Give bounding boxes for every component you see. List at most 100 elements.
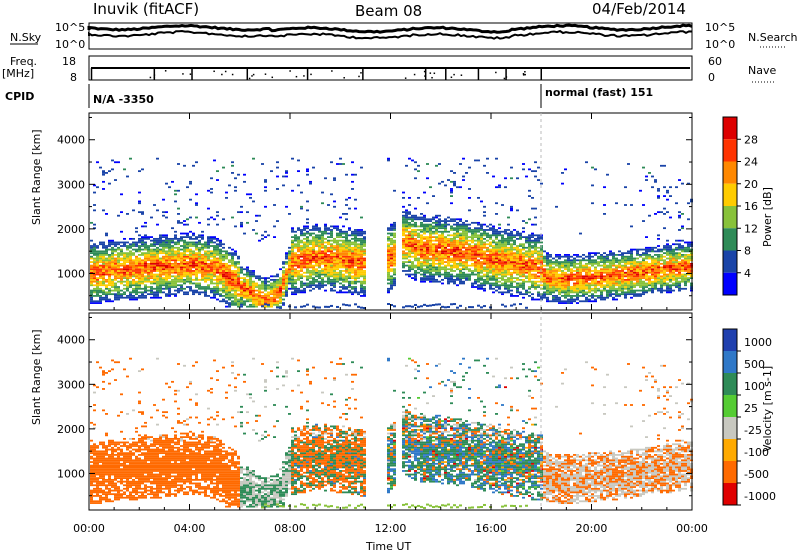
power-cell bbox=[195, 261, 198, 263]
power-cell bbox=[198, 286, 201, 288]
power-cell bbox=[117, 293, 120, 295]
power-cell bbox=[441, 283, 444, 285]
power-cell bbox=[558, 288, 561, 290]
power-cell bbox=[423, 261, 426, 263]
power-cell bbox=[249, 277, 252, 279]
power-cell bbox=[129, 267, 132, 269]
power-cell bbox=[228, 252, 231, 254]
power-cell bbox=[177, 249, 180, 251]
power-cell bbox=[201, 256, 204, 258]
power-cell bbox=[228, 261, 231, 263]
power-cell bbox=[336, 277, 339, 279]
power-cell bbox=[558, 299, 561, 301]
power-cell bbox=[357, 263, 360, 265]
power-cell bbox=[414, 245, 417, 247]
power-cell bbox=[111, 261, 114, 263]
power-cell bbox=[525, 247, 528, 249]
power-cell bbox=[426, 227, 429, 229]
power-cell bbox=[333, 268, 336, 270]
power-cell bbox=[138, 211, 141, 213]
power-cell bbox=[141, 245, 144, 247]
power-cell bbox=[534, 238, 537, 240]
power-cell bbox=[363, 252, 366, 254]
power-cell bbox=[156, 283, 159, 285]
power-cell bbox=[510, 234, 513, 236]
power-cell bbox=[108, 245, 111, 247]
power-cell bbox=[534, 224, 537, 226]
power-cell bbox=[168, 295, 171, 297]
power-cell bbox=[228, 268, 231, 270]
power-cell bbox=[159, 240, 162, 242]
power-cell bbox=[423, 258, 426, 260]
power-cell bbox=[429, 265, 432, 267]
power-cell bbox=[171, 259, 174, 261]
power-cell bbox=[264, 283, 267, 285]
power-cell bbox=[480, 267, 483, 269]
power-cell bbox=[561, 281, 564, 283]
power-cell bbox=[450, 192, 453, 194]
power-cell bbox=[522, 297, 525, 299]
power-cell bbox=[159, 263, 162, 265]
power-cell bbox=[582, 258, 585, 260]
power-cell bbox=[159, 283, 162, 285]
power-cell bbox=[513, 252, 516, 254]
power-cell bbox=[174, 267, 177, 269]
power-cell bbox=[270, 286, 273, 288]
power-cell bbox=[165, 274, 168, 276]
power-cell bbox=[432, 258, 435, 260]
power-cell bbox=[351, 286, 354, 288]
power-cell bbox=[459, 218, 462, 220]
power-cell bbox=[348, 267, 351, 269]
power-cell bbox=[462, 234, 465, 236]
power-cell bbox=[357, 261, 360, 263]
power-cell bbox=[573, 283, 576, 285]
power-cell bbox=[225, 263, 228, 265]
power-cell bbox=[465, 252, 468, 254]
power-cell bbox=[216, 170, 219, 172]
power-cell bbox=[192, 245, 195, 247]
power-cell bbox=[570, 295, 573, 297]
power-cell bbox=[426, 277, 429, 279]
power-cell bbox=[351, 233, 354, 235]
power-cell bbox=[96, 161, 99, 163]
power-cell bbox=[198, 267, 201, 269]
power-cell bbox=[99, 256, 102, 258]
power-cell bbox=[468, 252, 471, 254]
power-cell bbox=[480, 283, 483, 285]
power-cell bbox=[204, 247, 207, 249]
power-cell bbox=[135, 242, 138, 244]
power-cell bbox=[390, 270, 393, 272]
power-cell bbox=[615, 261, 618, 263]
power-cell bbox=[294, 258, 297, 260]
power-cell bbox=[240, 288, 243, 290]
power-cell bbox=[498, 234, 501, 236]
power-cell bbox=[192, 234, 195, 236]
power-cell bbox=[171, 181, 174, 183]
power-cell bbox=[312, 284, 315, 286]
power-cell bbox=[489, 236, 492, 238]
power-cell bbox=[180, 268, 183, 270]
power-cell bbox=[282, 279, 285, 281]
power-cell bbox=[408, 233, 411, 235]
power-cell bbox=[279, 295, 282, 297]
power-cell bbox=[168, 258, 171, 260]
power-cell bbox=[618, 290, 621, 292]
power-cell bbox=[315, 225, 318, 227]
power-cell bbox=[93, 295, 96, 297]
power-cell bbox=[285, 206, 288, 208]
power-cell bbox=[195, 274, 198, 276]
power-cell bbox=[351, 277, 354, 279]
power-cell bbox=[465, 263, 468, 265]
power-cell bbox=[264, 279, 267, 281]
power-cell bbox=[414, 225, 417, 227]
power-cell bbox=[564, 300, 567, 302]
power-cell bbox=[213, 218, 216, 220]
power-cell bbox=[309, 274, 312, 276]
power-cell bbox=[468, 270, 471, 272]
freq-label-line2: [MHz] bbox=[2, 67, 34, 80]
power-cell bbox=[213, 250, 216, 252]
power-cell bbox=[360, 261, 363, 263]
power-cell bbox=[495, 272, 498, 274]
power-cell bbox=[588, 274, 591, 276]
power-cell bbox=[264, 303, 267, 305]
